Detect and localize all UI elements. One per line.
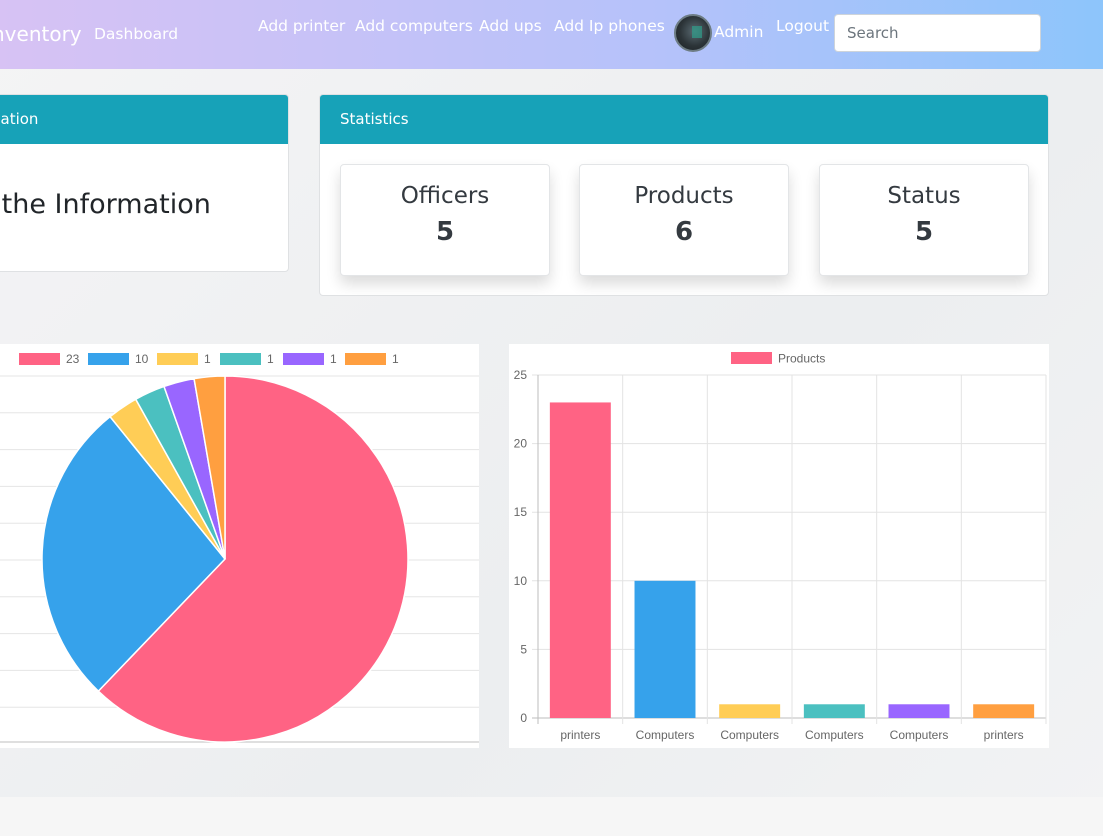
brand-link[interactable]: nventory — [0, 22, 82, 46]
pie-legend-label: 10 — [135, 352, 149, 366]
bar-x-tick-label: Computers — [720, 728, 779, 742]
bar-x-tick-label: Computers — [805, 728, 864, 742]
information-card-header: nation — [0, 95, 288, 144]
nav-add-ups[interactable]: Add ups — [479, 17, 542, 35]
statistics-card-header-label: Statistics — [340, 110, 409, 128]
search-input[interactable] — [834, 14, 1041, 52]
bar-y-tick-label: 15 — [514, 505, 528, 519]
navbar: nventory Dashboard Add printer Add compu… — [0, 0, 1103, 69]
pie-legend-swatch — [220, 353, 261, 365]
information-card: nation s the Information — [0, 94, 289, 272]
bar-y-tick-label: 25 — [514, 368, 528, 382]
stat-officers: Officers 5 — [340, 164, 550, 276]
pie-legend-swatch — [283, 353, 324, 365]
bar-mark — [719, 704, 781, 718]
pie-legend-swatch — [88, 353, 129, 365]
bar-legend-label: Products — [778, 352, 825, 366]
pie-legend-label: 1 — [204, 352, 211, 366]
information-card-header-label: nation — [0, 110, 39, 128]
pie-slice — [97, 375, 409, 743]
statistics-card-header: Statistics — [320, 95, 1048, 144]
bar-legend-swatch — [731, 352, 772, 364]
pie-legend-label: 1 — [330, 352, 337, 366]
bar-x-tick-label: printers — [984, 728, 1024, 742]
pie-legend-label: 1 — [392, 352, 399, 366]
bar-mark — [549, 402, 611, 718]
pie-legend-swatch — [345, 353, 386, 365]
nav-dashboard[interactable]: Dashboard — [94, 25, 179, 43]
bar-y-tick-label: 10 — [514, 574, 528, 588]
bar-y-tick-label: 5 — [520, 642, 527, 656]
nav-add-ip-phones[interactable]: Add Ip phones — [554, 17, 665, 35]
bar-x-tick-label: printers — [560, 728, 600, 742]
footer-band — [0, 797, 1103, 836]
bar-x-tick-label: Computers — [890, 728, 949, 742]
stat-products-label: Products — [634, 183, 734, 209]
pie-chart: 23 10 1 1 1 1 — [0, 352, 479, 743]
pie-chart-panel: 23 10 1 1 1 1 — [0, 344, 479, 748]
avatar[interactable] — [674, 14, 712, 52]
pie-slice — [41, 415, 226, 693]
pie-legend-swatch — [157, 353, 198, 365]
bar-y-tick-label: 0 — [520, 711, 527, 725]
nav-user-admin[interactable]: Admin — [714, 23, 764, 41]
stat-status-value: 5 — [914, 217, 934, 247]
bar-mark — [888, 704, 950, 718]
stat-products-value: 6 — [674, 217, 694, 247]
bar-y-tick-label: 20 — [514, 437, 528, 451]
pie-slice — [193, 375, 226, 560]
bar-mark — [973, 704, 1035, 718]
nav-add-computers[interactable]: Add computers — [355, 17, 473, 35]
pie-legend-label: 23 — [66, 352, 80, 366]
bar-mark — [634, 580, 696, 718]
pie-legend-swatch — [19, 353, 60, 365]
nav-add-printer[interactable]: Add printer — [258, 17, 346, 35]
stat-status-label: Status — [887, 183, 961, 209]
bar-mark — [803, 704, 865, 718]
pie-legend-label: 1 — [267, 352, 274, 366]
stat-status: Status 5 — [819, 164, 1029, 276]
stat-products: Products 6 — [579, 164, 789, 276]
statistics-card: Statistics Officers 5 Products 6 Status … — [319, 94, 1049, 296]
stat-officers-label: Officers — [400, 183, 490, 209]
bar-chart: Products 0 5 10 15 20 25 printers Computers Compu… — [514, 352, 1047, 742]
information-title: s the Information — [0, 189, 211, 220]
nav-logout[interactable]: Logout — [776, 17, 830, 35]
bar-chart-panel: Products 0 5 10 15 20 25 printers Computers Compu… — [509, 344, 1049, 748]
bar-x-tick-label: Computers — [636, 728, 695, 742]
stat-officers-value: 5 — [435, 217, 455, 247]
